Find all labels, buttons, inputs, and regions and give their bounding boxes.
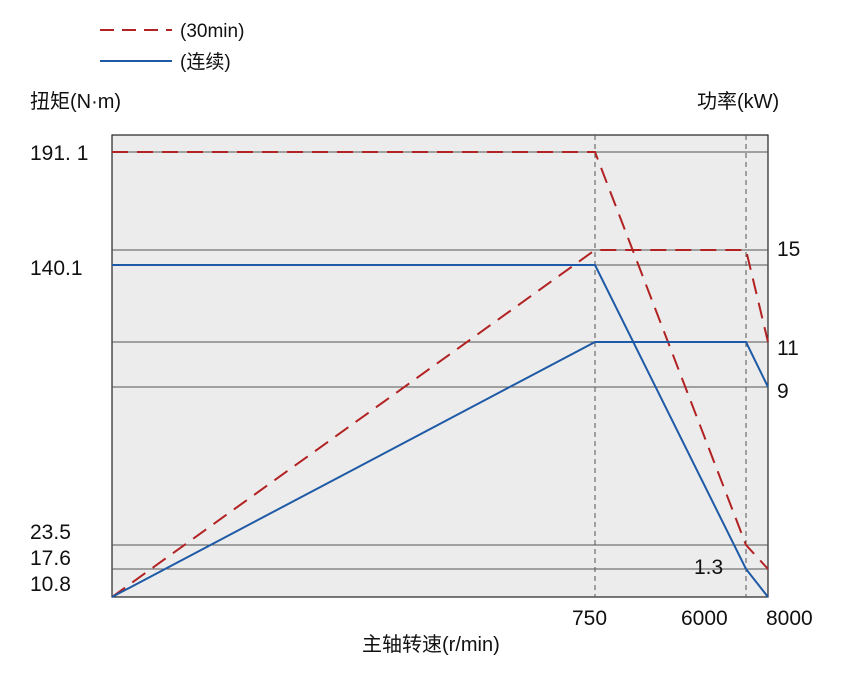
y-left-axis-label: 扭矩(N·m) — [30, 90, 121, 113]
series-continuous-power-line — [111, 341, 769, 598]
y-right-tick-label: 11 — [777, 337, 799, 360]
plot-area — [111, 134, 769, 598]
y-right-axis-label: 功率(kW) — [697, 90, 779, 113]
y-left-tick-label: 10.8 — [30, 573, 71, 596]
series-lines — [111, 151, 769, 598]
y-left-tick-label: 191. 1 — [30, 142, 88, 165]
y-left-tick-label: 17.6 — [30, 547, 71, 570]
y-right-tick-label: 15 — [777, 238, 800, 261]
y-right-tick-label: 9 — [777, 380, 789, 403]
x-tick-label: 8000 — [766, 607, 813, 630]
x-axis-label: 主轴转速(r/min) — [362, 633, 500, 656]
x-tick-label: 750 — [572, 607, 607, 630]
legend: (30min) (连续) — [100, 21, 244, 73]
legend-30min-label: (30min) — [180, 21, 244, 42]
y-left-tick-label: 23.5 — [30, 521, 71, 544]
y-right-tick-label: 1.3 — [694, 556, 723, 579]
series-continuous-torque-line — [112, 264, 769, 598]
y-left-tick-label: 140.1 — [30, 257, 83, 280]
legend-continuous-label: (连续) — [180, 51, 231, 73]
x-tick-label: 6000 — [681, 607, 728, 630]
